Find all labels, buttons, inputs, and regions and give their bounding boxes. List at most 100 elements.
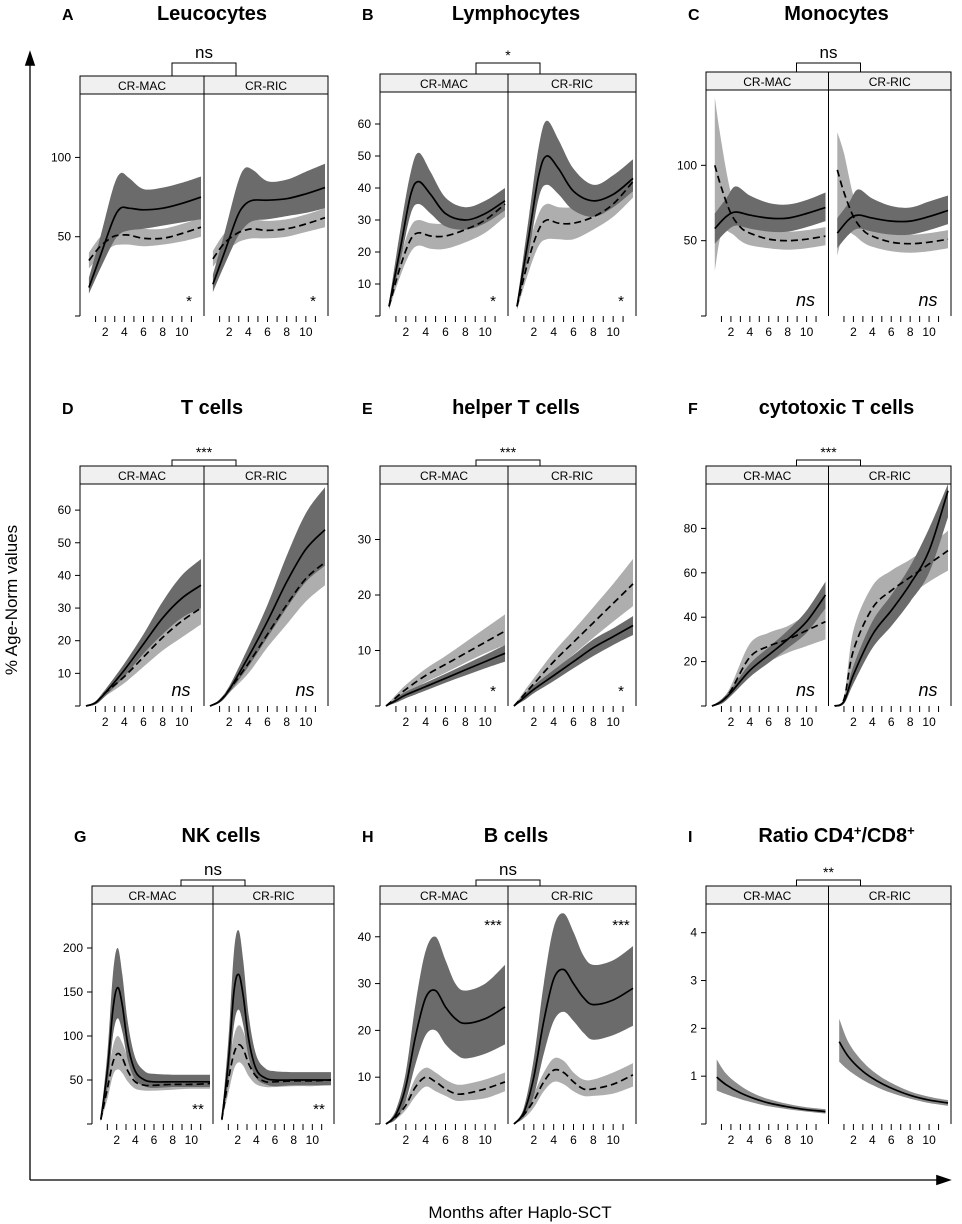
facet-label: CR-RIC <box>869 889 911 903</box>
panel-title: Lymphocytes <box>452 3 580 25</box>
facet-cr-ric: 2 4 6 8 10 <box>838 1018 949 1147</box>
facet-label: CR-MAC <box>420 77 468 91</box>
facet-cr-mac: 2 4 6 8 10 <box>716 1059 826 1147</box>
x-tick-label: 2 <box>850 715 857 729</box>
y-axis-title: % Age-Norm values <box>2 525 21 675</box>
facet-label: CR-RIC <box>253 889 295 903</box>
y-tick-label: 60 <box>58 503 72 517</box>
series-line-light <box>99 1052 211 1120</box>
significance-label: ns <box>918 290 937 310</box>
facet-label: CR-RIC <box>245 469 287 483</box>
series-line-light <box>834 549 949 707</box>
panel-letter: H <box>362 829 374 846</box>
y-tick-label: 150 <box>63 985 83 999</box>
x-tick-label: 10 <box>185 1133 199 1147</box>
y-tick-label: 10 <box>358 644 372 658</box>
series-line-dark <box>388 180 506 307</box>
confidence-band-dark <box>834 484 948 707</box>
y-tick-label: 100 <box>51 150 71 164</box>
y-tick-label: 30 <box>58 601 72 615</box>
y-tick-label: 30 <box>358 213 372 227</box>
facet-cr-mac: 2 4 6 8 10 ns <box>713 97 826 339</box>
panel-letter: I <box>688 829 692 846</box>
facet-cr-ric: 2 4 6 8 10 ns <box>834 484 949 729</box>
facet-cr-ric: 2 4 6 8 10 *** <box>513 913 634 1147</box>
x-tick-label: 8 <box>907 1133 914 1147</box>
x-tick-label: 10 <box>606 715 620 729</box>
x-tick-label: 2 <box>530 715 537 729</box>
confidence-band-dark <box>386 645 505 706</box>
x-tick-label: 6 <box>272 1133 279 1147</box>
x-tick-label: 4 <box>746 715 753 729</box>
y-tick-label: 20 <box>58 634 72 648</box>
title-part: Ratio CD4 <box>758 825 854 847</box>
confidence-band-dark <box>517 120 633 310</box>
comparison-bracket <box>475 879 541 886</box>
comparison-bracket <box>796 62 861 72</box>
y-tick-label: 40 <box>358 930 372 944</box>
x-tick-label: 4 <box>869 1133 876 1147</box>
facet-label: CR-MAC <box>743 889 791 903</box>
x-tick-label: 10 <box>800 715 814 729</box>
series-line-light <box>711 620 826 707</box>
x-tick-label: 6 <box>264 325 271 339</box>
y-tick-label: 1 <box>690 1069 697 1083</box>
significance-label: ns <box>796 680 815 700</box>
x-tick-label: 2 <box>402 715 409 729</box>
y-tick-label: 60 <box>684 566 698 580</box>
series-line-dark <box>212 186 326 285</box>
comparison-bracket <box>171 459 237 466</box>
series-line-light <box>513 583 634 707</box>
x-tick-label: 8 <box>590 715 597 729</box>
facet-cr-ric: 2 4 6 8 10 ** <box>220 930 332 1147</box>
confidence-band-dark <box>88 172 201 294</box>
series-line-dark <box>714 206 826 230</box>
facet-label: CR-RIC <box>551 77 593 91</box>
comparison-bracket <box>796 879 861 886</box>
x-tick-label: 10 <box>922 715 936 729</box>
confidence-band-mid <box>839 1018 948 1106</box>
comparison-bracket <box>171 62 237 76</box>
facet-label: CR-MAC <box>118 79 166 93</box>
y-tick-label: 60 <box>358 117 372 131</box>
confidence-band-dark <box>714 186 826 244</box>
x-tick-label: 4 <box>746 1133 753 1147</box>
panel-letter: E <box>362 401 373 418</box>
confidence-band-dark <box>221 930 331 1122</box>
y-tick-label: 50 <box>358 149 372 163</box>
y-tick-label: 100 <box>677 158 697 172</box>
x-tick-label: 6 <box>570 1133 577 1147</box>
series-line-dark <box>834 490 949 707</box>
panel-title: cytotoxic T cells <box>759 397 915 419</box>
significance-label: ** <box>192 1101 204 1118</box>
x-tick-label: 10 <box>606 325 620 339</box>
facet-label: CR-MAC <box>118 469 166 483</box>
y-tick-label: 50 <box>58 230 72 244</box>
x-tick-label: 8 <box>283 325 290 339</box>
series-line-light <box>85 607 202 707</box>
comparison-bracket <box>475 62 541 74</box>
confidence-band-dark <box>100 948 210 1122</box>
x-tick-label: 10 <box>478 715 492 729</box>
facet-cr-mac: 2 4 6 8 10 ns <box>85 559 202 729</box>
x-axis-title: Months after Haplo-SCT <box>428 1203 611 1222</box>
x-tick-label: 4 <box>422 715 429 729</box>
x-tick-label: 2 <box>102 715 109 729</box>
confidence-band-dark <box>210 487 325 706</box>
confidence-band-light <box>714 97 826 271</box>
facet-cr-mac: 2 4 6 8 10 ns <box>711 581 827 729</box>
y-tick-label: 10 <box>358 1070 372 1084</box>
x-tick-label: 2 <box>402 1133 409 1147</box>
x-tick-label: 10 <box>606 1133 620 1147</box>
y-tick-label: 40 <box>358 181 372 195</box>
confidence-band-dark <box>386 936 505 1124</box>
x-tick-label: 6 <box>765 1133 772 1147</box>
x-tick-label: 4 <box>550 1133 557 1147</box>
x-tick-label: 8 <box>462 1133 469 1147</box>
x-tick-label: 8 <box>907 715 914 729</box>
